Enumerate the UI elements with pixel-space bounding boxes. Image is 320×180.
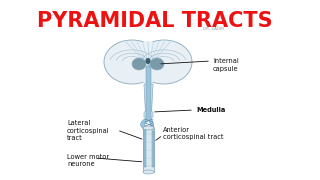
Text: Lateral
corticospinal
tract: Lateral corticospinal tract: [67, 120, 110, 141]
Ellipse shape: [132, 58, 146, 70]
Polygon shape: [151, 131, 154, 167]
Text: PYRAMIDAL TRACTS: PYRAMIDAL TRACTS: [37, 11, 273, 31]
Ellipse shape: [136, 40, 192, 84]
Ellipse shape: [143, 170, 154, 174]
Polygon shape: [144, 84, 153, 117]
Polygon shape: [143, 128, 154, 172]
Ellipse shape: [150, 58, 164, 70]
Polygon shape: [146, 66, 151, 119]
Polygon shape: [143, 128, 146, 167]
Ellipse shape: [146, 58, 150, 64]
Text: Internal
capsule: Internal capsule: [213, 58, 239, 71]
Ellipse shape: [104, 40, 160, 84]
Text: Medulla: Medulla: [196, 107, 225, 113]
Ellipse shape: [133, 41, 163, 83]
Text: DR. SADIR: DR. SADIR: [204, 27, 225, 31]
Ellipse shape: [143, 126, 154, 130]
Text: Lower motor
neurone: Lower motor neurone: [67, 154, 109, 168]
Text: Anterior
corticospinal tract: Anterior corticospinal tract: [163, 127, 223, 141]
